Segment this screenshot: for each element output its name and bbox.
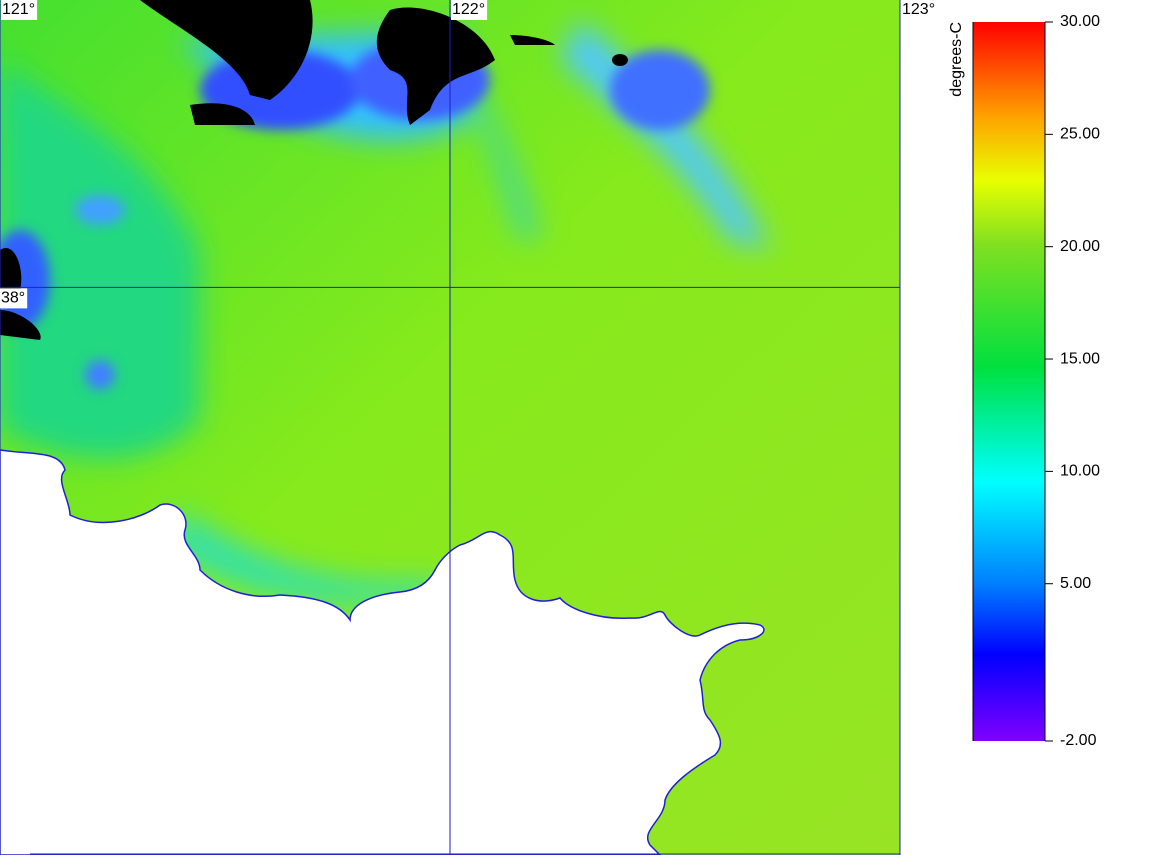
label-background (1, 0, 38, 20)
land (0, 449, 765, 855)
grid-label: 123° (902, 1, 935, 18)
colorbar-tick-label: 30.00 (1060, 13, 1100, 30)
colorbar-tick-label: 25.00 (1060, 126, 1100, 143)
cloud-mask (0, 0, 628, 340)
colorbar-tick-label: 5.00 (1060, 575, 1091, 592)
label-background (451, 0, 488, 20)
grid-label: 38° (1, 290, 25, 307)
colorbar (973, 22, 1045, 741)
colorbar-title: degrees-C (948, 22, 965, 97)
colorbar-tick-label: 10.00 (1060, 463, 1100, 480)
grid-label: 122° (452, 1, 485, 18)
colorbar-tick-label: 20.00 (1060, 238, 1100, 255)
colorbar-tick-label: -2.00 (1060, 732, 1097, 749)
label-background (0, 288, 28, 309)
label-background (901, 0, 938, 20)
colorbar-tick-label: 15.00 (1060, 350, 1100, 367)
grid-label: 121° (2, 1, 35, 18)
